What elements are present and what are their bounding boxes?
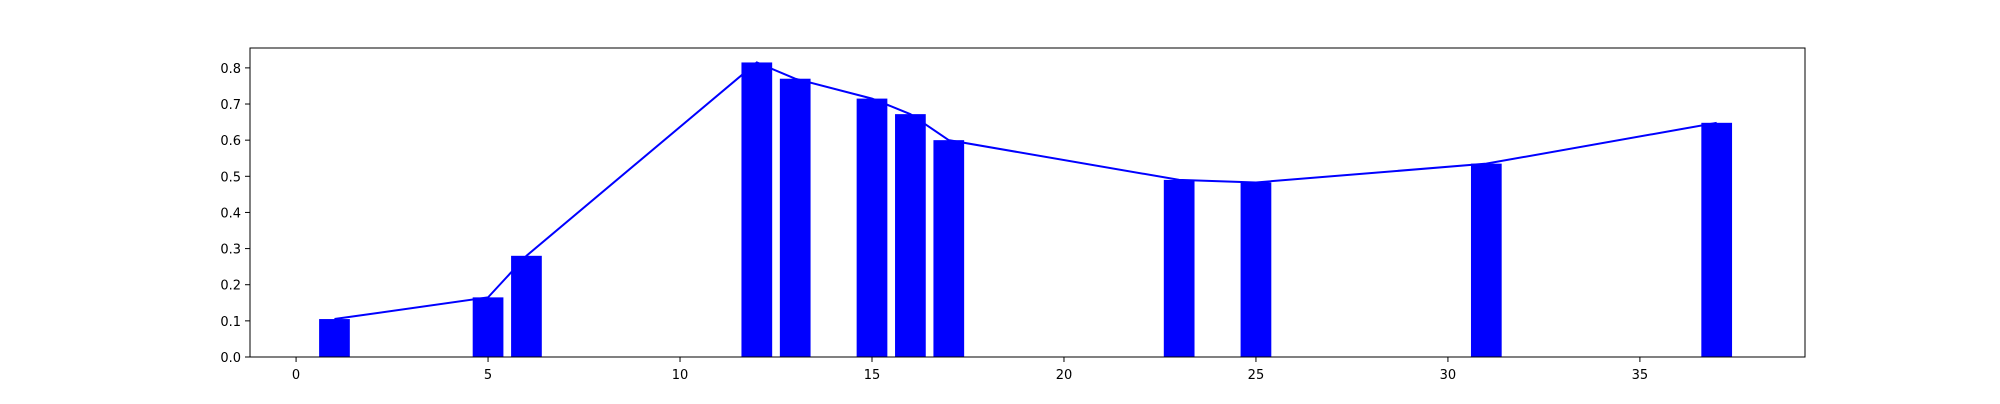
- y-tick-label-3: 0.3: [220, 243, 241, 258]
- bars-layer: [319, 62, 1733, 358]
- x-tick-label-0: 0: [292, 368, 300, 383]
- bar-5: [856, 98, 888, 357]
- y-tick-label-1: 0.1: [220, 315, 241, 330]
- line-layer: [334, 61, 1717, 321]
- bar-7: [933, 140, 965, 357]
- bar-9: [1240, 182, 1272, 357]
- plot-frame: [249, 47, 1806, 358]
- y-tick-label-2: 0.2: [220, 279, 241, 294]
- x-tick-label-2: 10: [672, 368, 689, 383]
- y-tick-label-5: 0.5: [220, 170, 241, 185]
- bar-10: [1470, 163, 1502, 357]
- y-tick-label-7: 0.7: [220, 98, 241, 113]
- y-tick-label-4: 0.4: [220, 206, 241, 221]
- bar-4: [779, 78, 811, 357]
- x-tick-label-5: 25: [1248, 368, 1265, 383]
- bar-11: [1701, 122, 1733, 358]
- bar-8: [1163, 179, 1195, 357]
- y-tick-label-8: 0.8: [220, 62, 241, 77]
- x-tick-label-6: 30: [1440, 368, 1457, 383]
- x-tick-label-7: 35: [1632, 368, 1649, 383]
- bar-1: [472, 297, 504, 357]
- series-line: [334, 61, 1717, 321]
- bar-6: [895, 114, 926, 357]
- bar-0: [319, 319, 350, 357]
- x-tick-label-3: 15: [864, 368, 881, 383]
- y-tick-label-0: 0.0: [220, 351, 241, 366]
- x-tick-label-4: 20: [1056, 368, 1073, 383]
- y-axis: 0.0 0.1 0.2 0.3 0.4 0.5 0.6 0.7 0.8: [220, 62, 250, 366]
- x-axis: 0 5 10 15 20 25 30 35: [292, 357, 1648, 383]
- y-tick-label-6: 0.6: [220, 134, 241, 149]
- x-tick-label-1: 5: [484, 368, 492, 383]
- bar-3: [741, 62, 773, 357]
- bar-2: [511, 255, 542, 357]
